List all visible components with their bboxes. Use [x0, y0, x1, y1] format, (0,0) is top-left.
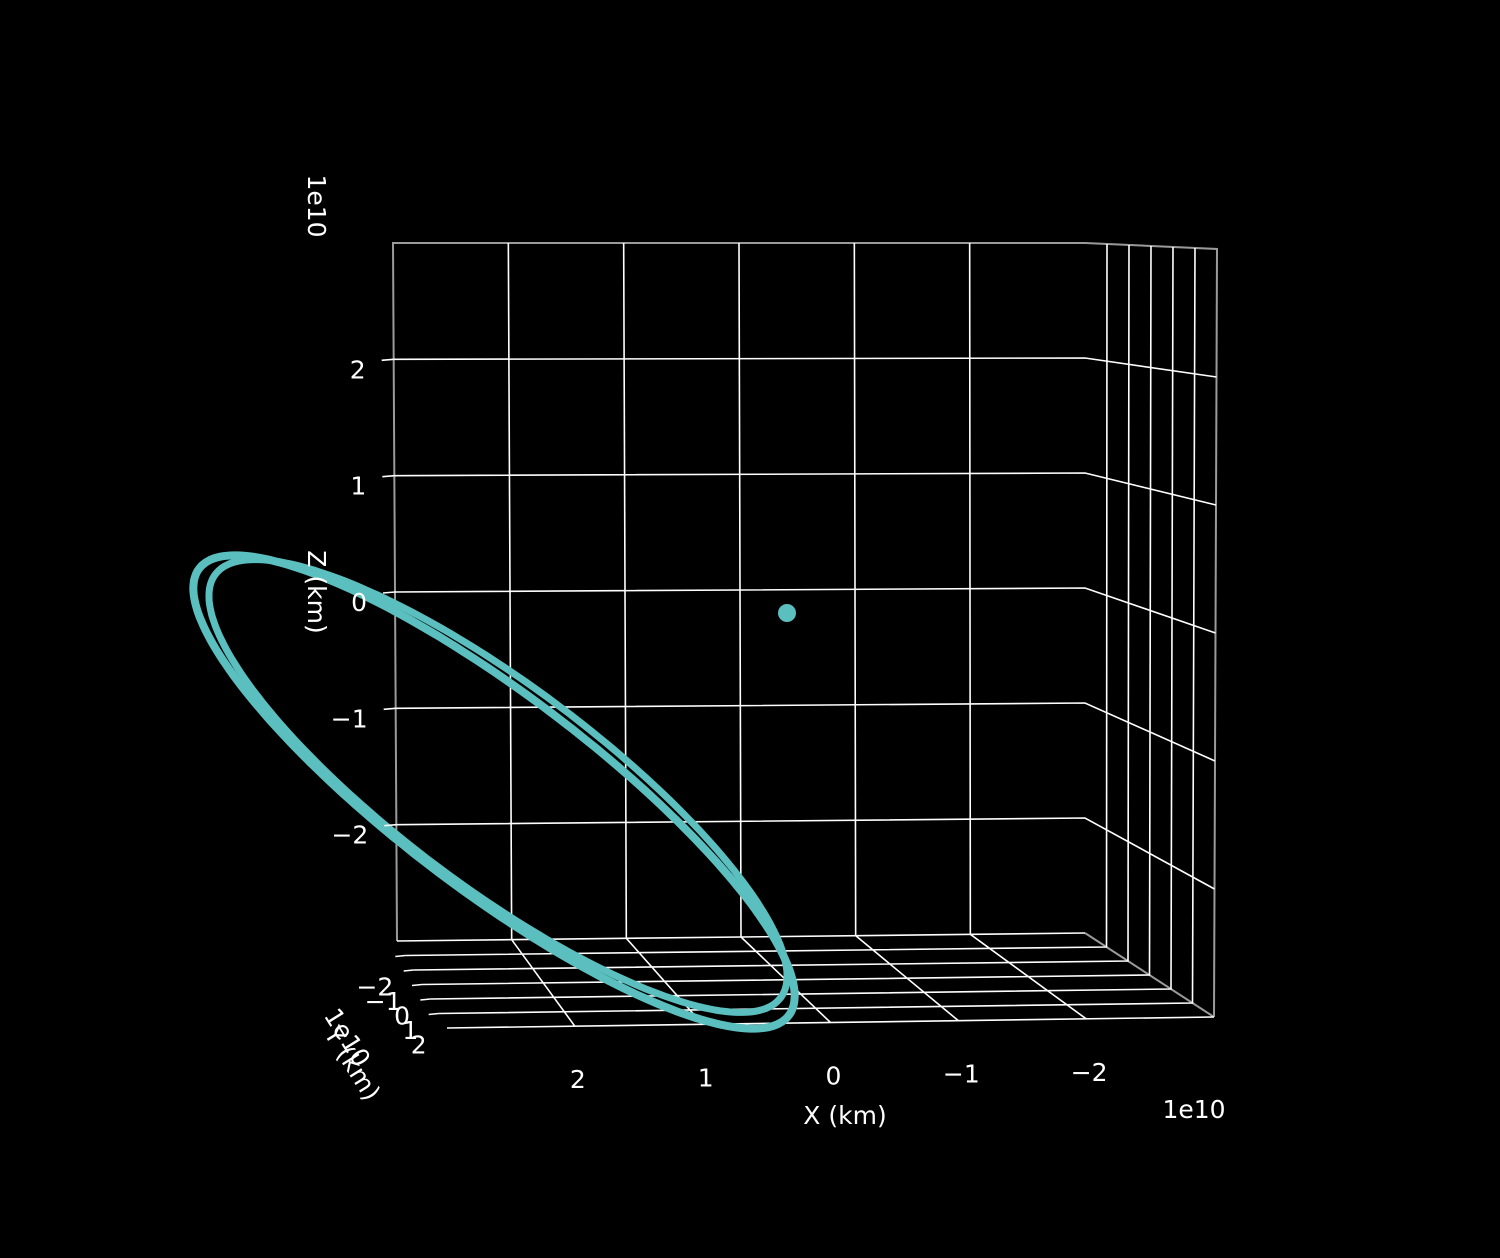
y-tick: [403, 969, 414, 972]
orbit-path: [189, 551, 799, 1033]
y-tick-label: 2: [411, 1031, 427, 1060]
x-tick-label: −1: [943, 1060, 980, 1089]
y-tick-label: −1: [365, 987, 402, 1016]
z-tick-label: 2: [350, 355, 366, 384]
y-tick-label: 0: [394, 1002, 410, 1031]
x-tick-label: 1: [698, 1063, 714, 1092]
y-tick-label: 1: [402, 1016, 418, 1045]
y-gridline: [413, 244, 1130, 971]
orbit-path-second-revolution: [205, 556, 791, 1016]
y-tick-label: −2: [356, 973, 393, 1002]
z-tick-label: −1: [331, 704, 368, 733]
x-tick-label: 0: [826, 1062, 842, 1091]
x-axis-label: X (km): [803, 1101, 886, 1130]
z-tick: [383, 707, 396, 711]
y-tick: [411, 983, 423, 987]
y-gridline: [405, 243, 1108, 957]
y-tick: [395, 954, 406, 958]
z-axis-label: Z (km): [302, 550, 331, 633]
x-tick-label: −2: [1071, 1058, 1108, 1087]
y-gridline: [421, 245, 1152, 986]
z-tick-label: 1: [350, 472, 366, 501]
z-tick: [381, 358, 394, 362]
y-tick: [428, 1012, 439, 1016]
z-tick: [382, 474, 395, 478]
z-tick-label: −2: [331, 821, 368, 850]
orbit-layer: [189, 551, 799, 1033]
x-offset-label: 1e10: [1162, 1095, 1225, 1124]
x-tick-label: 2: [570, 1065, 586, 1094]
z-tick-label: 0: [351, 588, 367, 617]
grid-lines: [393, 242, 1217, 1027]
z-tick: [384, 823, 397, 827]
orbit-position-marker: [778, 604, 796, 622]
y-tick: [420, 998, 431, 1001]
z-offset-label: 1e10: [302, 174, 331, 237]
y-gridline: [430, 246, 1174, 1000]
y-gridline: [438, 247, 1196, 1015]
z-tick: [382, 591, 396, 594]
